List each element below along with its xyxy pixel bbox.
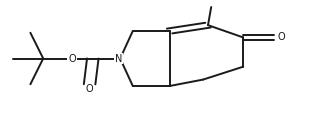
Text: O: O <box>68 53 76 64</box>
Text: N: N <box>115 53 122 64</box>
Text: O: O <box>278 32 285 42</box>
Text: O: O <box>86 84 93 94</box>
